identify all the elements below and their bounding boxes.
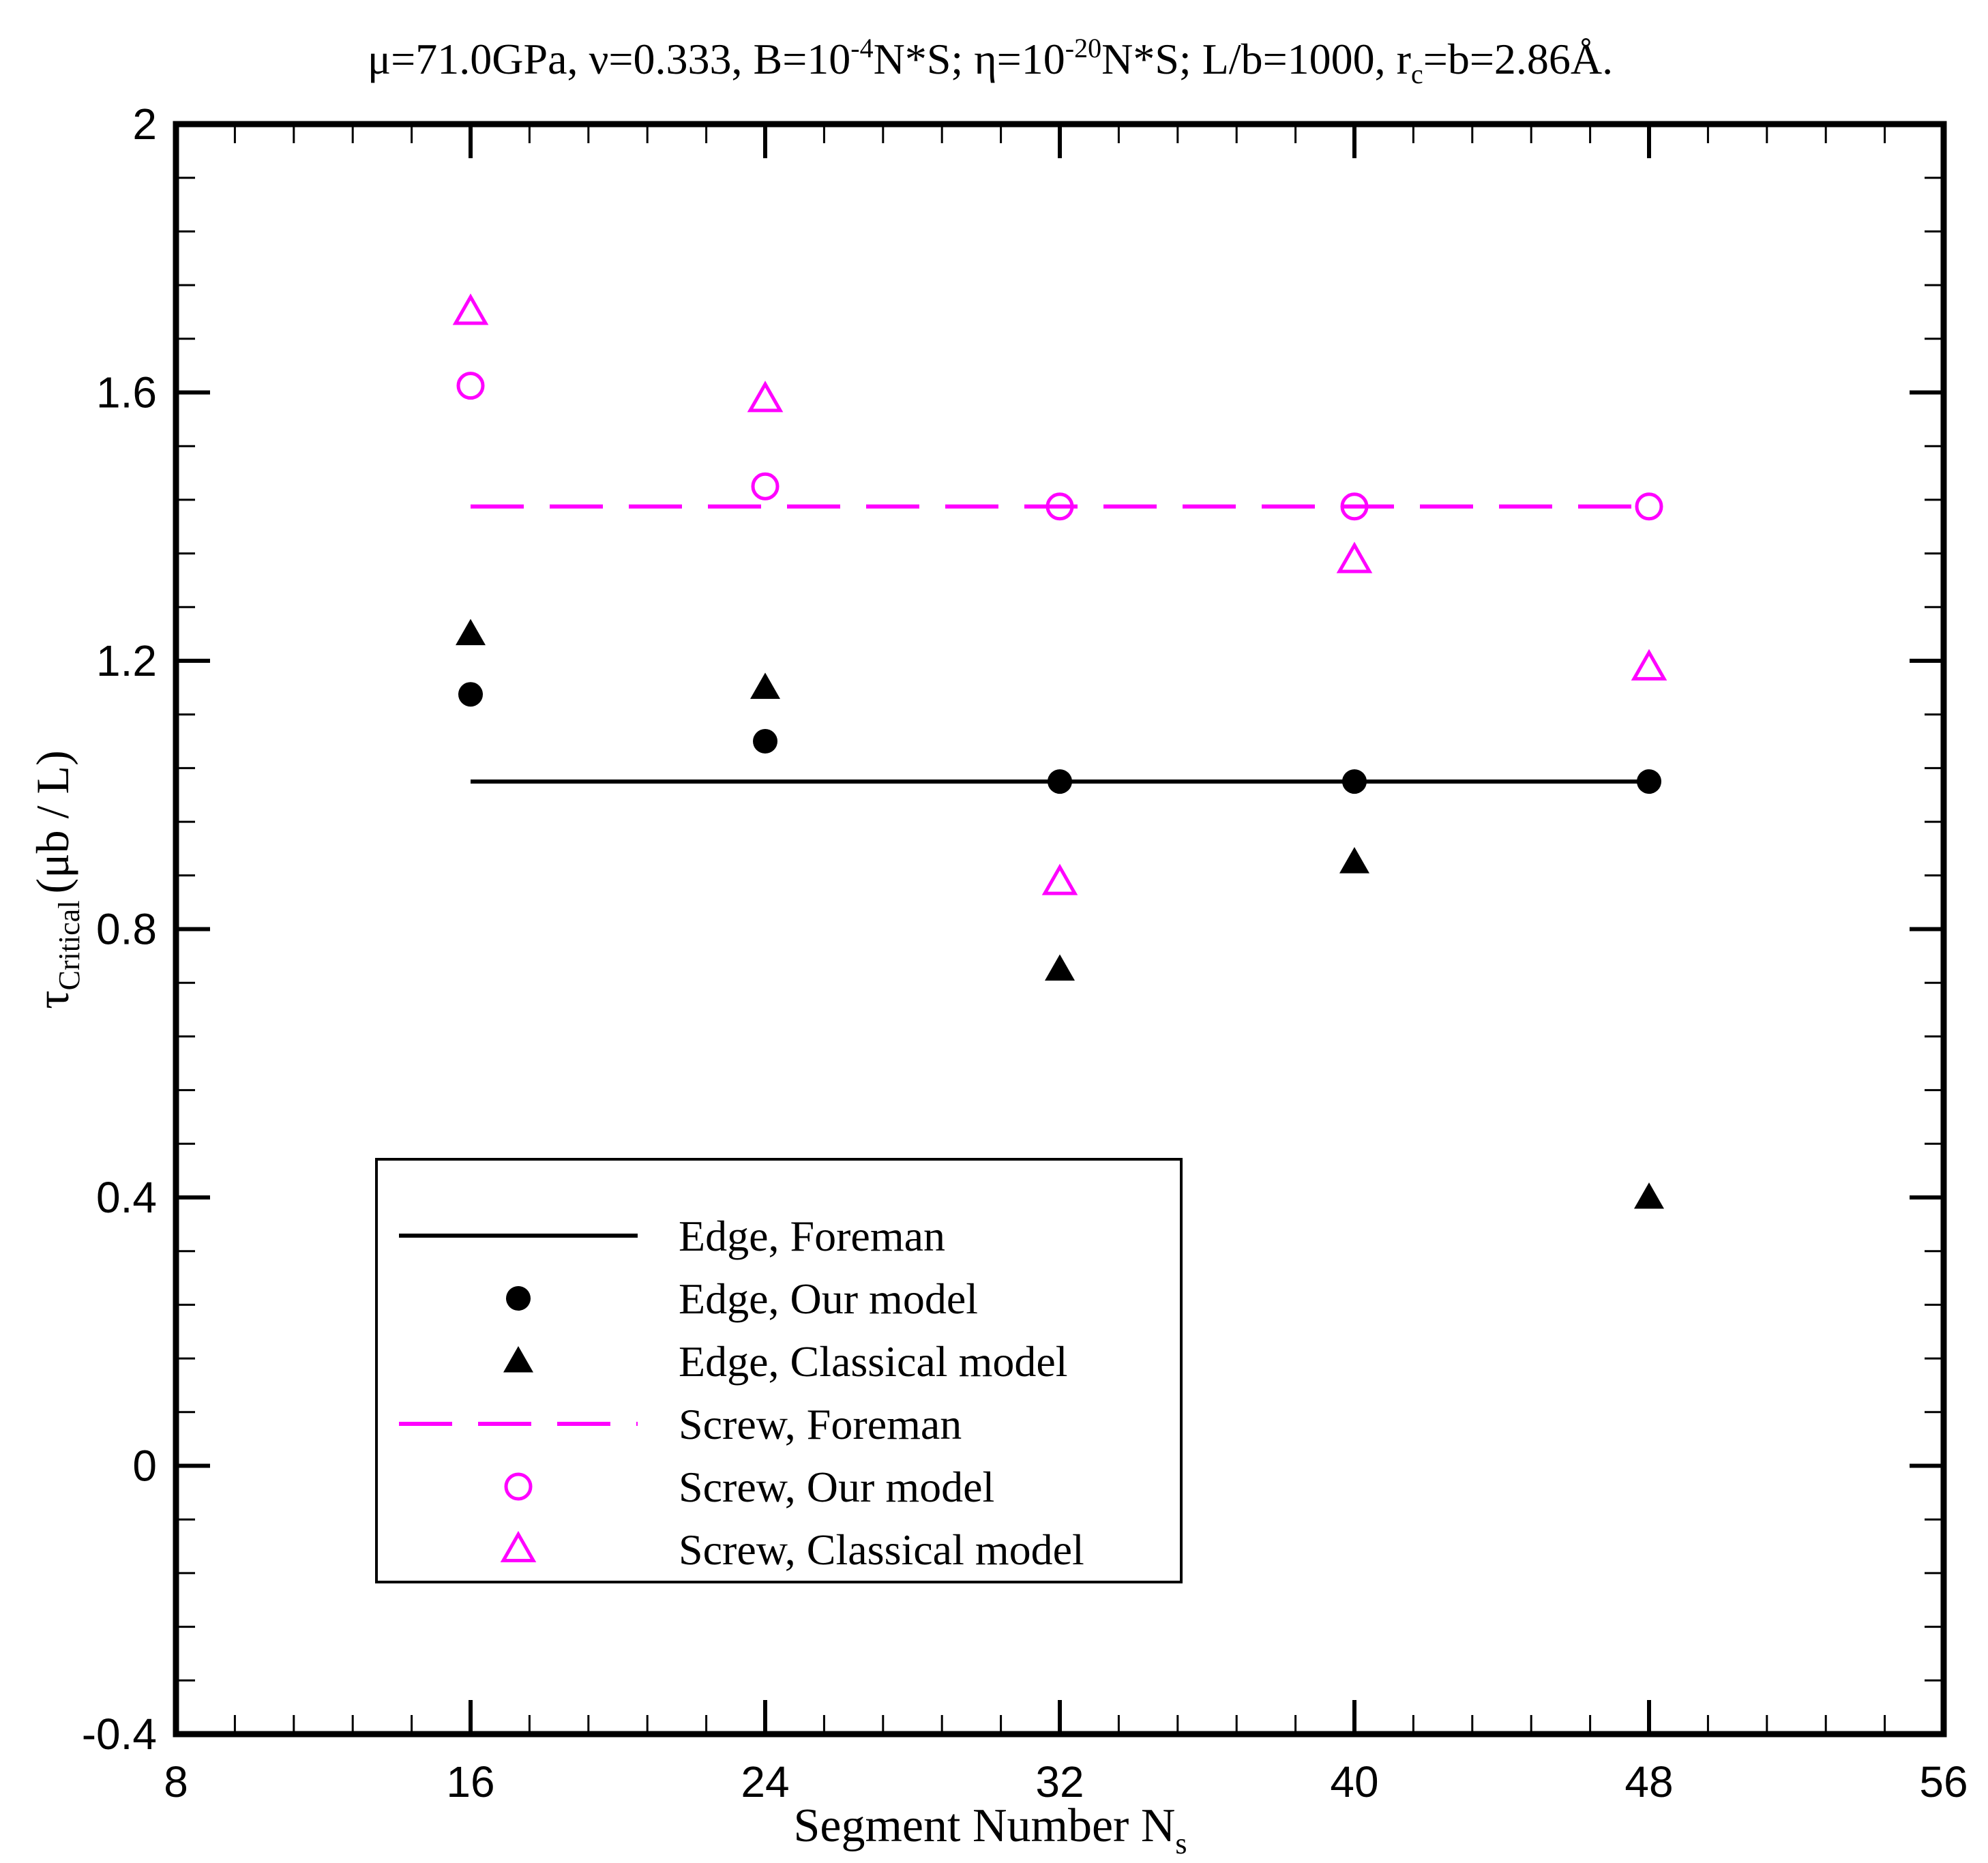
title-nu: ν=0.333, <box>589 35 742 83</box>
title-mu: μ=71.0GPa, <box>368 35 578 83</box>
plot-frame <box>173 121 1947 1738</box>
legend-item: Edge, Classical model <box>503 1337 1068 1386</box>
x-tick-label: 8 <box>164 1757 188 1806</box>
legend-item: Screw, Foreman <box>399 1400 962 1448</box>
legend-marker-swatch <box>500 1530 537 1562</box>
data-point <box>1045 954 1075 981</box>
title-b: B=10 <box>754 35 851 83</box>
legend-label: Screw, Classical model <box>679 1525 1084 1574</box>
legend-item: Screw, Our model <box>504 1463 994 1511</box>
y-axis-sub: Critical <box>53 900 86 990</box>
legend-marker-swatch <box>506 1286 531 1311</box>
y-tick-label: -0.4 <box>82 1710 157 1759</box>
title-lb: L/b=1000, <box>1202 35 1386 83</box>
legend-item: Edge, Our model <box>506 1275 978 1323</box>
y-tick-label: 1.6 <box>96 368 157 417</box>
data-point <box>456 618 486 646</box>
data-point <box>1041 863 1078 895</box>
title-r: r <box>1397 35 1411 83</box>
x-tick-label: 16 <box>446 1757 494 1806</box>
data-point <box>1339 847 1369 874</box>
x-tick-label: 32 <box>1035 1757 1084 1806</box>
title-rc-rest: =b=2.86Å. <box>1423 35 1613 83</box>
series-screw-classical-model <box>452 293 1667 895</box>
title-b-exp: -4 <box>850 33 873 63</box>
tick-labels: 8 16 24 32 40 48 56 -0.4 0 0.4 0.8 1.2 1.6 2 <box>82 100 1968 1806</box>
data-point <box>456 372 485 400</box>
data-point <box>1045 492 1074 521</box>
y-axis-tau: τ <box>27 990 78 1009</box>
x-tick-label: 48 <box>1624 1757 1673 1806</box>
y-tick-label: 1.2 <box>96 636 157 685</box>
series-screw-our-model <box>456 372 1663 521</box>
legend-label: Edge, Our model <box>679 1275 978 1323</box>
y-axis-label: τCritical (μb / L) <box>27 750 86 1009</box>
x-axis-text: Segment Number N <box>793 1800 1175 1852</box>
series-layer <box>452 293 1667 1209</box>
chart-title: μ=71.0GPa, ν=0.333, B=10-4N*S; η=10-20N*… <box>368 33 1613 89</box>
legend-marker-swatch <box>504 1472 533 1501</box>
legend-item: Edge, Foreman <box>399 1212 945 1260</box>
legend-label: Edge, Classical model <box>679 1337 1068 1386</box>
title-eta-unit: N*S; <box>1101 35 1191 83</box>
data-point <box>750 672 780 699</box>
legend-box <box>375 1158 1183 1583</box>
data-point <box>1342 769 1367 794</box>
data-point <box>747 381 784 413</box>
legend-label: Edge, Foreman <box>679 1212 945 1260</box>
x-tick-label: 40 <box>1330 1757 1378 1806</box>
data-point <box>1635 492 1663 521</box>
legend-label: Screw, Our model <box>679 1463 994 1511</box>
legend: Edge, Foreman Edge, Our model Edge, Classi… <box>375 1158 1183 1583</box>
title-eta-exp: -20 <box>1065 33 1101 63</box>
y-tick-label: 0.8 <box>96 905 157 954</box>
y-tick-label: 0 <box>132 1442 157 1491</box>
data-point <box>751 472 780 501</box>
y-tick-label: 0.4 <box>96 1173 157 1222</box>
title-eta: η=10 <box>974 35 1065 83</box>
y-tick-label: 2 <box>132 100 157 149</box>
data-point <box>1336 541 1373 573</box>
data-point <box>1631 649 1667 681</box>
legend-marker-swatch <box>503 1346 533 1373</box>
y-axis-unit: (μb / L) <box>27 750 78 893</box>
x-tick-label: 24 <box>741 1757 789 1806</box>
x-axis-label: Segment Number Ns <box>793 1800 1187 1860</box>
data-point <box>1048 769 1072 794</box>
data-point <box>1340 492 1369 521</box>
x-axis-sub: s <box>1175 1827 1187 1860</box>
title-b-unit: N*S; <box>874 35 964 83</box>
data-point <box>1634 1182 1664 1209</box>
legend-label: Screw, Foreman <box>679 1400 962 1448</box>
title-rc-sub: c <box>1411 59 1423 89</box>
data-point <box>753 729 777 754</box>
data-point <box>452 293 489 325</box>
legend-item: Screw, Classical model <box>500 1525 1084 1574</box>
data-point <box>1637 769 1661 794</box>
x-tick-label: 56 <box>1919 1757 1968 1806</box>
data-point <box>458 682 483 707</box>
series-edge-classical-model <box>456 618 1664 1209</box>
series-edge-our-model <box>458 682 1661 794</box>
